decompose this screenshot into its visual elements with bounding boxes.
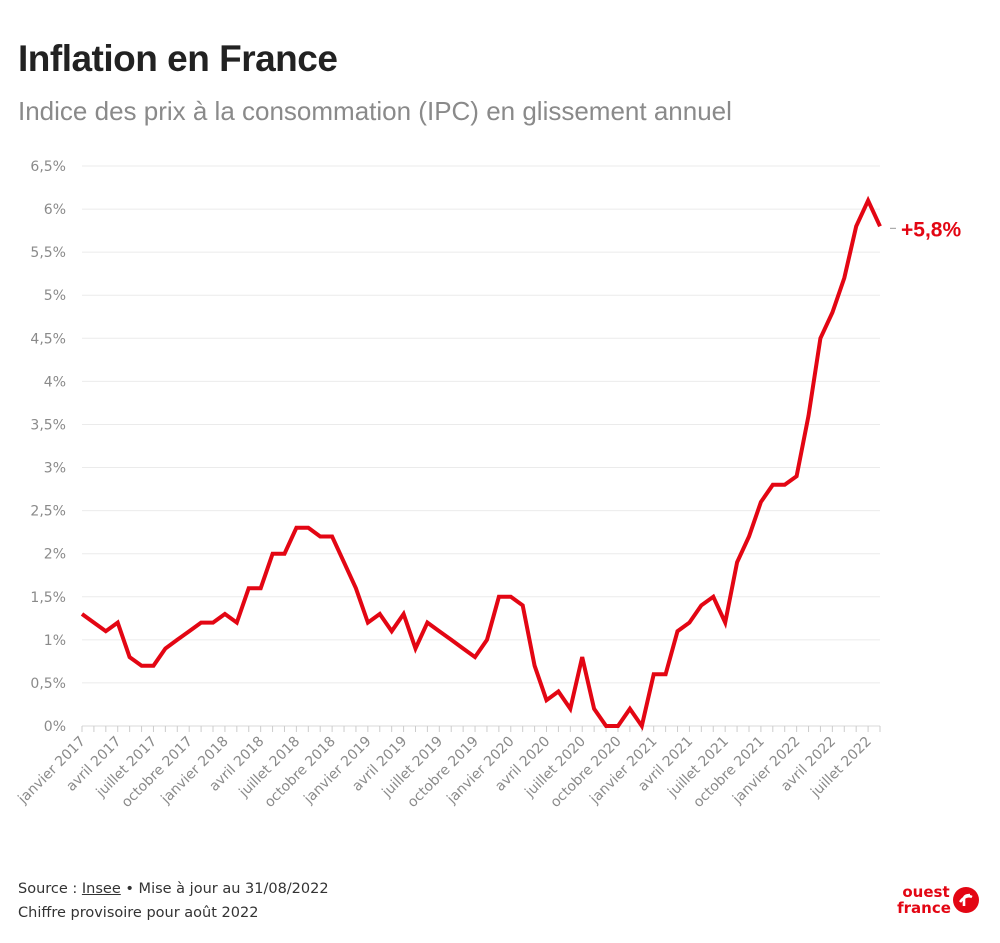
source-link-insee[interactable]: Insee — [81, 881, 121, 897]
y-tick-label: 5,5% — [30, 245, 66, 261]
logo-glyph-icon — [958, 893, 973, 906]
ouest-france-logo[interactable]: ouest france — [880, 882, 980, 918]
y-tick-label: 1,5% — [30, 590, 66, 606]
end-value-label: +5,8% — [901, 218, 961, 241]
chart-subtitle: Indice des prix à la consommation (IPC) … — [18, 96, 732, 126]
provisional-note: Chiffre provisoire pour août 2022 — [18, 905, 259, 921]
y-tick-label: 0% — [44, 719, 66, 735]
y-tick-label: 4% — [44, 374, 66, 390]
update-date: • Mise à jour au 31/08/2022 — [120, 881, 329, 897]
logo-text-ouest: ouest — [902, 883, 949, 901]
source-line: Source : Insee • Mise à jour au 31/08/20… — [18, 881, 329, 897]
chart-title: Inflation en France — [18, 38, 338, 79]
logo-circle-icon — [953, 887, 979, 913]
logo-text-france: france — [897, 899, 951, 917]
y-tick-label: 2,5% — [30, 504, 66, 520]
y-tick-label: 5% — [44, 288, 66, 304]
y-tick-label: 1% — [44, 633, 66, 649]
source-prefix: Source : — [18, 881, 82, 897]
y-tick-label: 3,5% — [30, 417, 66, 433]
y-tick-label: 3% — [44, 461, 66, 477]
y-tick-label: 6% — [44, 202, 66, 218]
y-tick-label: 6,5% — [30, 159, 66, 175]
y-tick-label: 4,5% — [30, 331, 66, 347]
inflation-series-line — [80, 195, 882, 731]
y-tick-label: 0,5% — [30, 676, 66, 692]
y-tick-label: 2% — [44, 547, 66, 563]
